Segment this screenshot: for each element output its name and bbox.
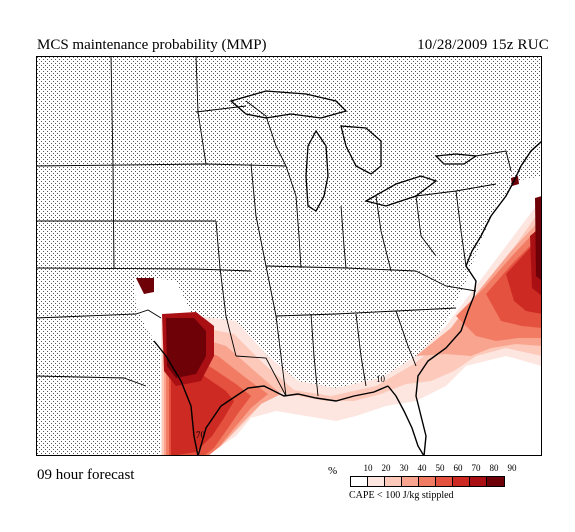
legend-swatch xyxy=(351,477,368,486)
state-borders xyxy=(36,56,512,397)
probability-fill xyxy=(136,176,542,456)
contour-label-10: 10 xyxy=(376,374,386,384)
chart-title: MCS maintenance probability (MMP) xyxy=(37,37,267,53)
legend-swatch xyxy=(453,477,470,486)
units-label: % xyxy=(328,465,338,477)
coastline xyxy=(153,140,542,456)
map-frame xyxy=(36,56,542,456)
great-lakes xyxy=(229,90,478,212)
legend-tick: 50 xyxy=(435,463,445,473)
legend-swatch xyxy=(402,477,419,486)
legend-tick: 30 xyxy=(399,463,409,473)
cape-note: CAPE < 100 J/kg stippled xyxy=(349,490,454,501)
legend-swatch xyxy=(419,477,436,486)
legend-swatch xyxy=(368,477,385,486)
probability-map: 70 10 xyxy=(36,56,542,456)
legend-tick: 60 xyxy=(453,463,463,473)
legend-tick: 40 xyxy=(417,463,427,473)
legend-swatch xyxy=(470,477,487,486)
timestamp-label: 10/28/2009 15z RUC xyxy=(417,37,549,53)
legend-swatch xyxy=(487,477,504,486)
legend-color-bar xyxy=(350,476,505,487)
legend-swatch xyxy=(385,477,402,486)
contour-label-70: 70 xyxy=(196,430,206,440)
legend-tick: 90 xyxy=(507,463,517,473)
legend-swatch xyxy=(436,477,453,486)
legend-tick: 20 xyxy=(381,463,391,473)
forecast-hour-label: 09 hour forecast xyxy=(37,467,135,483)
legend-tick: 80 xyxy=(489,463,499,473)
legend-tick: 70 xyxy=(471,463,481,473)
legend-tick-labels: 10 20 30 40 50 60 70 80 90 xyxy=(352,463,532,475)
legend-tick: 10 xyxy=(363,463,373,473)
